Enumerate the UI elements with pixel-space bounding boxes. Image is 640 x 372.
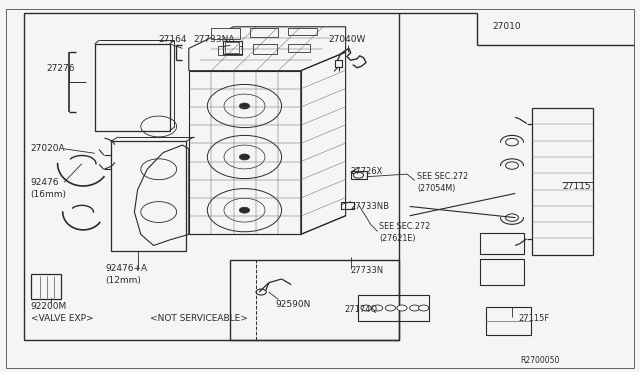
Bar bbox=[480, 259, 524, 285]
Text: 27164: 27164 bbox=[159, 35, 188, 44]
Text: 27174Q: 27174Q bbox=[344, 305, 378, 314]
Bar bbox=[253, 44, 277, 54]
Bar bbox=[288, 44, 310, 52]
Bar bbox=[341, 202, 354, 209]
Bar bbox=[250, 28, 278, 37]
Bar bbox=[230, 260, 399, 340]
Circle shape bbox=[419, 305, 429, 311]
Text: 92200M: 92200M bbox=[31, 302, 67, 311]
Text: <NOT SERVICEABLE>: <NOT SERVICEABLE> bbox=[150, 314, 248, 323]
Circle shape bbox=[410, 305, 420, 311]
Text: 27733NB: 27733NB bbox=[351, 202, 390, 211]
Bar bbox=[486, 307, 531, 335]
Text: 27040W: 27040W bbox=[328, 35, 365, 44]
Text: (27621E): (27621E) bbox=[379, 234, 415, 243]
Bar bbox=[288, 28, 317, 35]
Circle shape bbox=[239, 154, 250, 160]
Bar bbox=[532, 108, 593, 255]
Text: 27115F: 27115F bbox=[518, 314, 550, 323]
Text: (27054M): (27054M) bbox=[417, 184, 456, 193]
Bar bbox=[399, 13, 634, 340]
Text: R2700050: R2700050 bbox=[520, 356, 560, 365]
Bar bbox=[351, 171, 367, 179]
Text: SEE SEC.272: SEE SEC.272 bbox=[417, 172, 468, 181]
Text: SEE SEC.272: SEE SEC.272 bbox=[379, 222, 430, 231]
Circle shape bbox=[372, 305, 383, 311]
Bar bbox=[480, 233, 524, 254]
Bar bbox=[358, 295, 429, 321]
Text: 92590N: 92590N bbox=[275, 300, 310, 309]
Circle shape bbox=[239, 207, 250, 213]
Text: 27115: 27115 bbox=[562, 182, 591, 191]
Circle shape bbox=[239, 103, 250, 109]
Text: (12mm): (12mm) bbox=[106, 276, 141, 285]
Circle shape bbox=[385, 305, 396, 311]
Text: (16mm): (16mm) bbox=[31, 190, 67, 199]
Bar bbox=[225, 42, 239, 53]
Text: 27733N: 27733N bbox=[351, 266, 384, 275]
Text: 92476: 92476 bbox=[31, 178, 60, 187]
Text: 92476+A: 92476+A bbox=[106, 264, 148, 273]
Circle shape bbox=[397, 305, 407, 311]
Text: <VALVE EXP>: <VALVE EXP> bbox=[31, 314, 93, 323]
Bar bbox=[211, 28, 240, 39]
Bar bbox=[218, 46, 242, 55]
Text: 27020A: 27020A bbox=[31, 144, 65, 153]
Circle shape bbox=[361, 305, 371, 311]
Text: 27733NA: 27733NA bbox=[193, 35, 235, 44]
Text: 27726X: 27726X bbox=[351, 167, 383, 176]
Bar bbox=[111, 141, 186, 251]
Bar bbox=[31, 274, 61, 299]
Bar bbox=[335, 60, 342, 67]
Bar bbox=[223, 41, 242, 54]
Bar bbox=[24, 13, 399, 340]
Text: 27010: 27010 bbox=[493, 22, 522, 31]
Text: 27276: 27276 bbox=[46, 64, 75, 73]
